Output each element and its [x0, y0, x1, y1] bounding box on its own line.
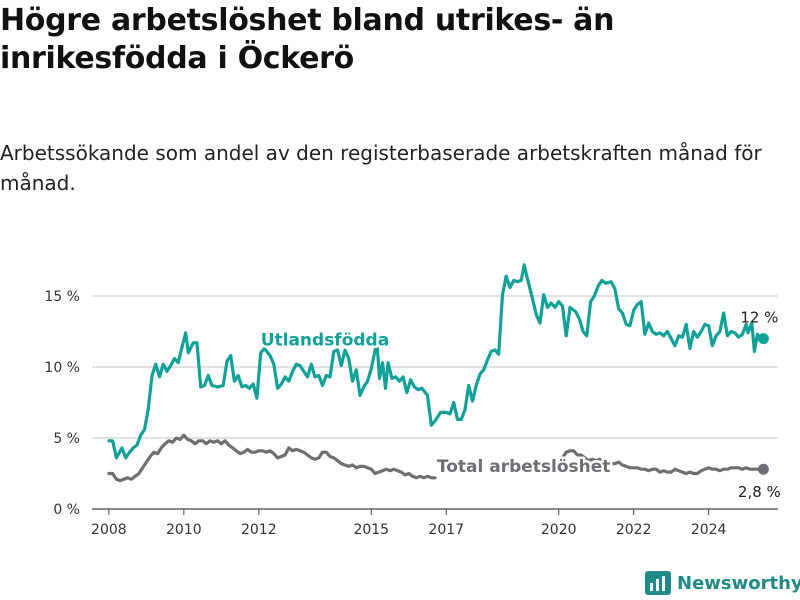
x-tick-label: 2015 — [353, 522, 389, 538]
x-tick-label: 2008 — [91, 522, 127, 538]
x-tick-label: 2024 — [691, 522, 727, 538]
utlandsfodda-line — [107, 263, 762, 460]
total-line — [560, 449, 762, 476]
bar-chart-logo-icon — [645, 571, 671, 595]
x-tick-label: 2017 — [428, 522, 464, 538]
y-tick-label: 0 % — [53, 502, 80, 518]
y-tick-label: 5 % — [53, 431, 80, 447]
brand-name: Newsworthy — [677, 572, 800, 594]
newsworthy-logo: Newsworthy — [645, 568, 800, 598]
total-end-dot — [757, 463, 769, 475]
series-labels: 12 % 2,8 % Utlandsfödda Total arbetslöshet — [258, 309, 781, 502]
total-series-label: Total arbetslöshet — [437, 457, 611, 477]
series-lines — [107, 263, 769, 483]
gridlines — [92, 295, 778, 510]
x-tick-label: 2022 — [616, 522, 652, 538]
x-tick-label: 2020 — [541, 522, 577, 538]
chart-title: Högre arbetslöshet bland utrikes- än inr… — [0, 3, 615, 76]
utlandsfodda-end-dot — [757, 333, 769, 345]
total-end-label: 2,8 % — [738, 483, 781, 501]
y-tick-label: 10 % — [44, 360, 80, 376]
x-tick-label: 2012 — [241, 522, 277, 538]
x-tick-label: 2010 — [166, 522, 202, 538]
chart-subtitle: Arbetssökande som andel av den registerb… — [0, 141, 762, 195]
utlandsfodda-series-label: Utlandsfödda — [261, 331, 390, 351]
y-tick-label: 15 % — [44, 289, 80, 305]
y-axis-tick-labels: 0 % 5 % 10 % 15 % — [44, 289, 80, 518]
utlandsfodda-end-label: 12 % — [740, 309, 778, 327]
x-axis-ticks: 2008 2010 2012 2015 2017 2020 2022 2024 — [91, 509, 727, 538]
total-line — [107, 433, 437, 483]
